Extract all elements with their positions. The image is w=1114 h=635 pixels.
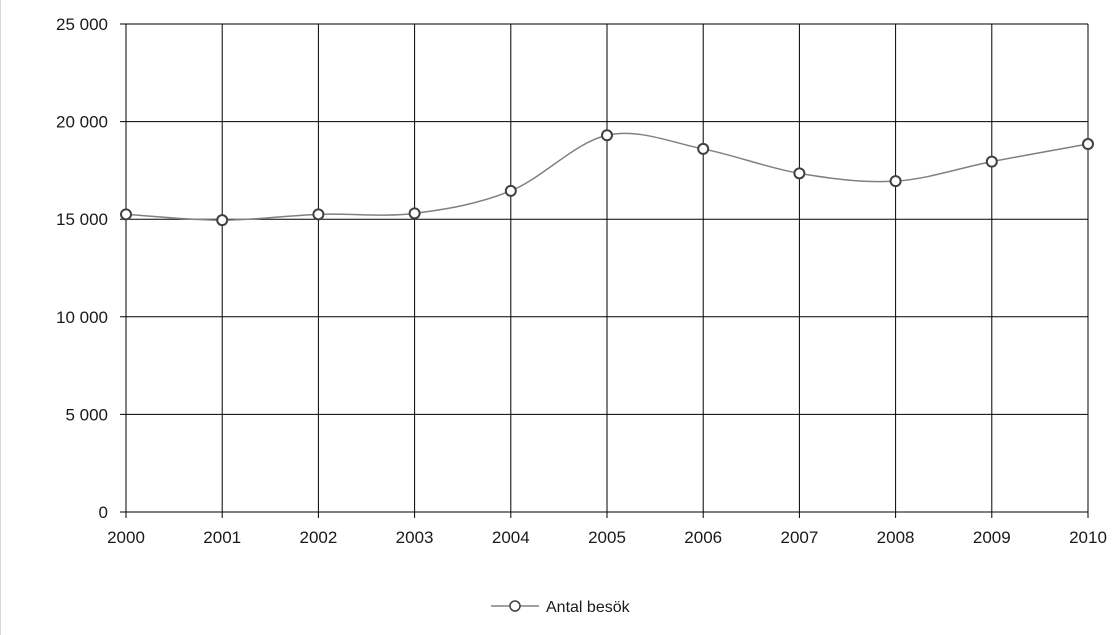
x-tick-label: 2005 xyxy=(588,528,626,547)
x-axis-ticks: 2000 2001 2002 2003 2004 2005 2006 2007 2008 2009… xyxy=(107,528,1107,547)
data-point xyxy=(985,155,998,168)
data-point xyxy=(408,207,421,220)
x-tick-label: 2001 xyxy=(203,528,241,547)
legend: Antal besök xyxy=(491,599,631,616)
x-tick-label: 2000 xyxy=(107,528,145,547)
x-tick-label: 2002 xyxy=(299,528,337,547)
series xyxy=(120,129,1094,227)
x-tick-label: 2008 xyxy=(877,528,915,547)
y-tick-label: 10 000 xyxy=(56,308,108,327)
y-axis-ticks: 0 5 000 10 000 15 000 20 000 25 000 xyxy=(56,15,108,522)
y-tick-label: 5 000 xyxy=(65,405,108,424)
data-point xyxy=(312,208,325,221)
x-tick-label: 2003 xyxy=(396,528,434,547)
data-point xyxy=(697,142,710,155)
x-tick-label: 2009 xyxy=(973,528,1011,547)
y-tick-label: 0 xyxy=(99,503,108,522)
y-tick-label: 15 000 xyxy=(56,210,108,229)
x-tick-label: 2004 xyxy=(492,528,530,547)
data-point xyxy=(793,167,806,180)
y-tick-label: 25 000 xyxy=(56,15,108,34)
x-tick-label: 2007 xyxy=(780,528,818,547)
data-point xyxy=(504,184,517,197)
data-point xyxy=(216,214,229,227)
data-point xyxy=(1082,138,1094,151)
legend-marker-swatch xyxy=(509,600,521,612)
x-tick-label: 2010 xyxy=(1069,528,1107,547)
y-tick-label: 20 000 xyxy=(56,113,108,132)
grid xyxy=(120,23,1089,518)
legend-label: Antal besök xyxy=(546,599,631,616)
data-point xyxy=(601,129,613,142)
data-point xyxy=(120,208,132,221)
data-point xyxy=(889,175,902,188)
x-tick-label: 2006 xyxy=(684,528,722,547)
